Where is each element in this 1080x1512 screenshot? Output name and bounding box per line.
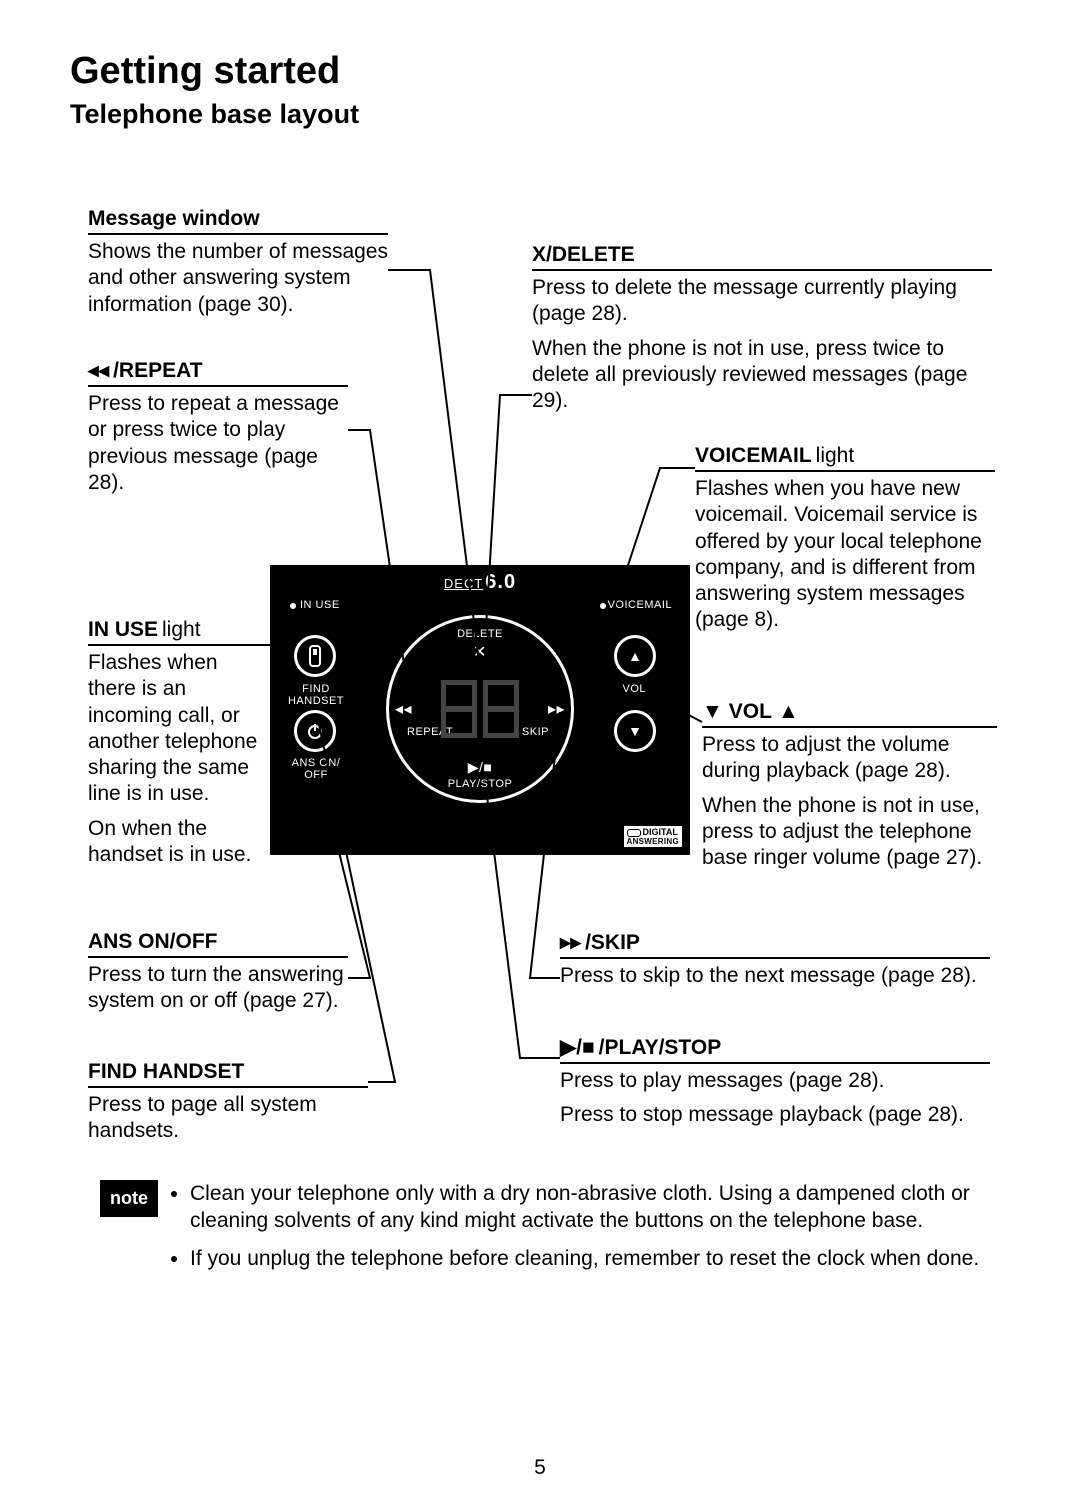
callout-body: On when the handset is in use. [88,816,268,869]
callout-title-suffix: light [162,618,201,642]
x-icon: ✕ [473,642,487,662]
delete-label: DELETE [457,628,503,640]
note-item: Clean your telephone only with a dry non… [190,1180,1010,1235]
callout-body: Press to repeat a message or press twice… [88,391,348,496]
callout-body: Flashes when you have new voicemail. Voi… [695,476,995,634]
callout-body: When the phone is not in use, press twic… [532,336,992,415]
device-base: DECT 6.0 DELETE ✕ ◂◂ REPEAT ▸▸ SKIP ▶/■ … [270,565,690,855]
skip-label: SKIP [522,726,549,738]
handset-icon [306,645,324,667]
triangle-down-icon: ▼ [628,723,642,739]
dect-logo: DECT 6.0 [444,571,516,594]
find-handset-label: FIND HANDSET [278,683,354,707]
triangle-up-icon: ▲ [628,648,642,664]
triangle-down-icon: ▼ [702,700,723,724]
callout-body: When the phone is not in use, press to a… [702,793,997,872]
callout-body: Press to stop message playback (page 28)… [560,1102,990,1128]
callout-title: X/DELETE [532,243,635,267]
ans-onoff-label: ANS ON/ OFF [280,757,352,781]
callout-title: ANS ON/OFF [88,930,218,954]
callout-body: Press to turn the answering system on or… [88,962,348,1015]
page-number: 5 [534,1456,546,1480]
find-handset-button[interactable] [294,635,336,677]
vol-label: VOL [622,683,646,695]
callout-title: /SKIP [585,931,640,955]
callout-body: Press to adjust the volume during playba… [702,732,997,785]
ans-onoff-button[interactable] [294,710,336,752]
callout-title: /REPEAT [113,359,202,383]
control-wheel: DELETE ✕ ◂◂ REPEAT ▸▸ SKIP ▶/■ PLAY/STOP [386,615,574,803]
callout-body: Press to play messages (page 28). [560,1068,990,1094]
rewind-icon: ◂◂ [88,358,109,383]
voicemail-label: VOICEMAIL [608,599,672,611]
callout-title: VOL [729,700,772,724]
digital-answering-badge: DIGITAL ANSWERING [624,826,682,847]
callout-title-suffix: light [816,444,855,468]
play-pause-icon: ▶/■ [468,759,493,776]
callout-x-delete: X/DELETE Press to delete the message cur… [532,243,992,422]
callout-title: FIND HANDSET [88,1060,244,1084]
note-badge: note [100,1180,158,1217]
callout-body: Press to page all system handsets. [88,1092,368,1145]
page-title: Getting started [70,50,1010,93]
play-stop-icon: ▶/■ [560,1035,595,1060]
callout-voicemail: VOICEMAIL light Flashes when you have ne… [695,444,995,642]
answering-text: ANSWERING [627,837,679,846]
triangle-up-icon: ▲ [778,700,799,724]
callout-body: Press to delete the message currently pl… [532,275,992,328]
callout-body: Shows the number of messages and other a… [88,239,388,318]
digital-text: DIGITAL [643,827,678,837]
callout-title: Message window [88,207,260,231]
message-counter-display [441,680,519,738]
callout-in-use: IN USE light Flashes when there is an in… [88,618,268,876]
rewind-icon: ◂◂ [395,699,412,719]
forward-icon: ▸▸ [548,699,565,719]
power-icon [306,722,324,740]
callout-body: Press to skip to the next message (page … [560,963,990,989]
play-stop-label: PLAY/STOP [448,778,513,790]
callout-repeat: ◂◂/REPEAT Press to repeat a message or p… [88,358,348,504]
brand-version: 6.0 [485,571,516,594]
callout-title: IN USE [88,618,158,642]
fast-forward-icon: ▸▸ [560,930,581,955]
callout-title: /PLAY/STOP [599,1036,722,1060]
callout-body: Flashes when there is an incoming call, … [88,650,268,808]
in-use-label: IN USE [300,599,340,611]
note-list: Clean your telephone only with a dry non… [172,1180,1010,1282]
callout-skip: ▸▸/SKIP Press to skip to the next messag… [560,930,990,997]
brand-text: DECT [444,576,483,591]
vol-down-button[interactable]: ▼ [614,710,656,752]
callout-vol: ▼ VOL ▲ Press to adjust the volume durin… [702,700,997,879]
in-use-light [290,603,296,609]
callout-play-stop: ▶/■/PLAY/STOP Press to play messages (pa… [560,1035,990,1137]
vol-up-button[interactable]: ▲ [614,635,656,677]
note-block: note Clean your telephone only with a dr… [100,1180,1010,1282]
note-item: If you unplug the telephone before clean… [190,1245,1010,1272]
callout-find-handset: FIND HANDSET Press to page all system ha… [88,1060,368,1153]
callout-ans-onoff: ANS ON/OFF Press to turn the answering s… [88,930,348,1023]
callout-title: VOICEMAIL [695,444,812,468]
page-subtitle: Telephone base layout [70,99,1010,130]
voicemail-light [600,603,606,609]
callout-message-window: Message window Shows the number of messa… [88,207,388,326]
